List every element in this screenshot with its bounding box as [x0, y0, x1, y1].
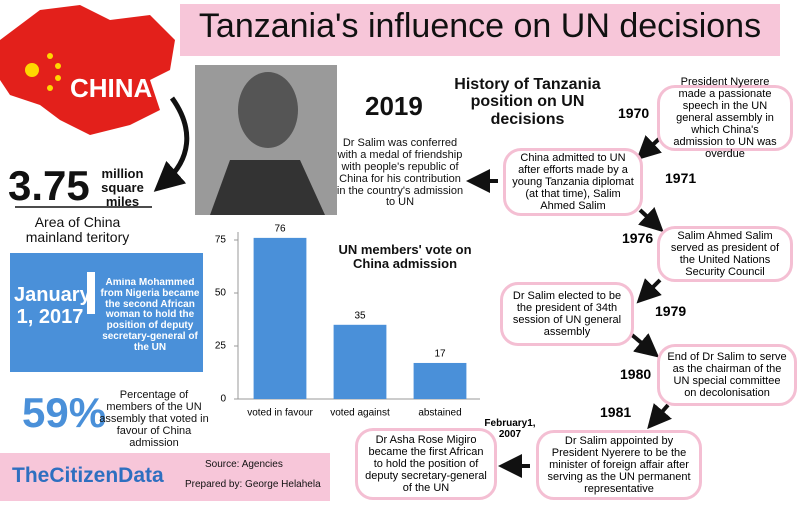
feature-text: Dr Salim was conferred with a medal of f…	[336, 137, 464, 209]
event-box: Salim Ahmed Salim served as president of…	[657, 226, 793, 282]
area-value: 3.75	[8, 162, 90, 209]
area-caption: Area of China mainland teritory	[25, 214, 130, 246]
highlight-date: January 1, 2017	[14, 284, 91, 328]
area-unit: million square miles	[101, 166, 144, 210]
bar	[253, 237, 307, 399]
event-year: February1, 2007	[484, 418, 536, 440]
event-year: 1971	[665, 170, 697, 186]
page-title: Tanzania's influence on UN decisions	[198, 7, 762, 45]
chart-title: UN members' vote on China admission	[338, 242, 472, 272]
event-year: 1970	[618, 105, 650, 121]
bar	[333, 324, 387, 399]
china-label: CHINA	[70, 73, 153, 103]
event-year: 1976	[622, 230, 654, 246]
feature-year: 2019	[365, 91, 423, 121]
value-label: 17	[434, 349, 446, 360]
highlight-bar	[87, 272, 95, 314]
timeline-title: History of Tanzania position on UN decis…	[454, 76, 601, 128]
vote-share-text: Percentage of members of the UN assembly…	[99, 389, 209, 449]
event-box: Dr Salim appointed by President Nyerere …	[536, 430, 702, 500]
y-tick-label: 0	[220, 394, 226, 405]
x-tick-label: abstained	[418, 408, 461, 419]
highlight-text: Amina Mohammed from Nigeria became the s…	[100, 278, 200, 353]
arrow	[153, 96, 190, 192]
event-box: Dr Salim elected to be the president of …	[500, 282, 634, 346]
y-tick-label: 75	[215, 235, 227, 246]
event-box: Dr Asha Rose Migiro became the first Afr…	[355, 428, 497, 500]
x-tick-label: voted against	[330, 408, 390, 419]
x-tick-label: voted in favour	[247, 408, 313, 419]
vote-share-value: 59%	[22, 389, 107, 436]
event-box: President Nyerere made a passionate spee…	[657, 76, 793, 160]
footer-band	[0, 453, 330, 501]
event-box: China admitted to UN after efforts made …	[503, 148, 643, 216]
brand: TheCitizenData	[12, 464, 164, 487]
highlight-box	[10, 253, 203, 372]
stars	[25, 53, 61, 91]
china-map	[0, 5, 175, 135]
bar	[413, 362, 467, 399]
title-band	[180, 4, 780, 56]
timeline-arrows	[466, 135, 672, 478]
value-label: 76	[274, 224, 286, 235]
event-year: 1981	[600, 404, 632, 420]
photo-face	[238, 72, 298, 148]
photo-body	[210, 160, 325, 215]
source: Source: Agencies	[205, 459, 283, 470]
event-box: End of Dr Salim to serve as the chairman…	[657, 344, 797, 406]
y-tick-label: 50	[215, 288, 227, 299]
value-label: 35	[354, 310, 366, 321]
y-tick-label: 25	[215, 341, 227, 352]
event-year: 1980	[620, 366, 652, 382]
event-year: 1979	[655, 303, 687, 319]
prepared-by: Prepared by: George Helahela	[185, 479, 321, 490]
